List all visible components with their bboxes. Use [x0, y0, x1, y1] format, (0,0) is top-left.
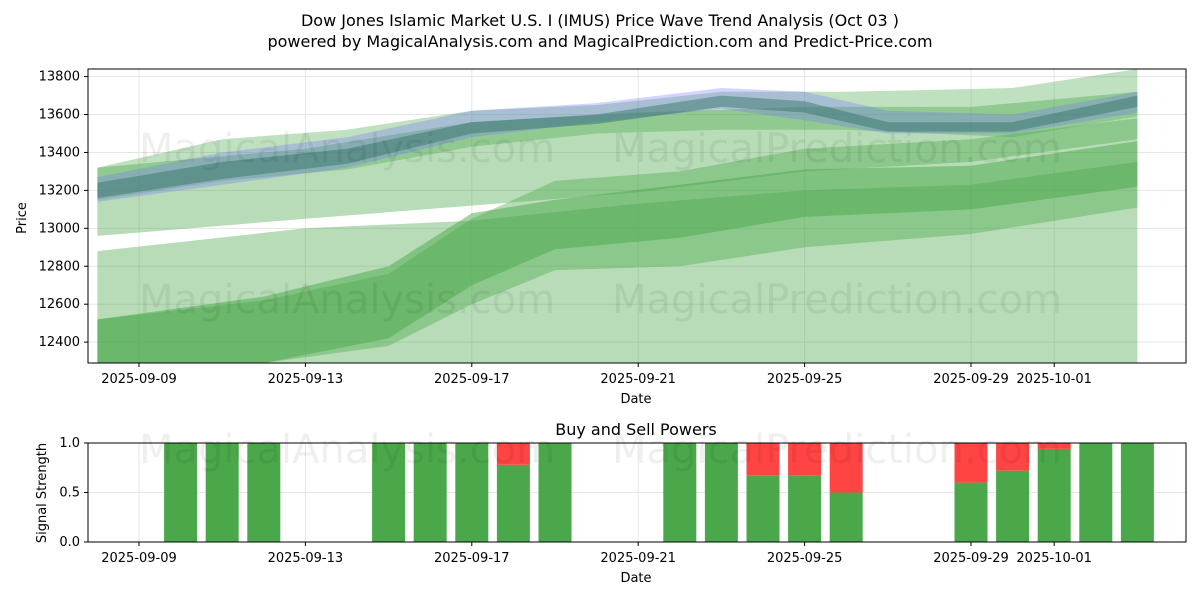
buy-bar: [164, 443, 198, 542]
sell-bar: [496, 443, 530, 465]
sell-bar: [1037, 443, 1071, 449]
price-bands: [97, 69, 1138, 363]
price-band-blue-5: [97, 88, 1138, 202]
signal-y-tick-label: 1.0: [59, 436, 80, 451]
signal-x-axis-label: Date: [620, 571, 651, 586]
price-band-green-0: [97, 91, 1138, 236]
price-band-green-3: [97, 141, 1138, 363]
signal-x-ticks: 2025-09-09 2025-09-13 2025-09-17 2025-09-21…: [101, 542, 1092, 566]
chart-title: Dow Jones Islamic Market U.S. I (IMUS) P…: [301, 11, 899, 30]
buy-bar: [413, 443, 447, 542]
sell-bar: [829, 443, 863, 493]
buy-bar: [1120, 443, 1154, 542]
sell-bar: [996, 443, 1030, 471]
sell-bar: [746, 443, 780, 476]
price-x-tick-label: 2025-09-21: [600, 372, 676, 387]
watermark-analysis-top: MagicalAnalysis.com: [139, 126, 555, 172]
watermark-prediction-mid: MagicalPrediction.com: [612, 277, 1062, 323]
price-x-tick-label: 2025-10-01: [1016, 372, 1092, 387]
buy-bar: [996, 470, 1030, 542]
buy-bar: [1037, 448, 1071, 542]
buy-bar: [538, 443, 572, 542]
price-x-axis-label: Date: [620, 392, 651, 407]
price-x-ticks: 2025-09-09 2025-09-13 2025-09-17 2025-09-21…: [101, 363, 1092, 387]
price-y-tick-label: 13200: [39, 183, 80, 198]
price-y-tick-label: 13800: [39, 70, 80, 85]
price-y-tick-label: 13400: [39, 145, 80, 160]
buy-bar: [205, 443, 239, 542]
buy-bar: [704, 443, 738, 542]
buy-bar: [496, 464, 530, 542]
chart-subtitle: powered by MagicalAnalysis.com and Magic…: [267, 32, 932, 51]
signal-y-tick-label: 0.0: [59, 535, 80, 550]
price-y-tick-label: 12600: [39, 297, 80, 312]
price-y-tick-label: 13600: [39, 108, 80, 123]
price-x-tick-label: 2025-09-09: [101, 372, 177, 387]
buy-bar: [788, 475, 822, 542]
buy-bar: [247, 443, 281, 542]
price-x-tick-label: 2025-09-17: [434, 372, 510, 387]
signal-x-tick-label: 2025-09-25: [767, 551, 843, 566]
signal-x-tick-label: 2025-09-17: [434, 551, 510, 566]
price-y-axis-label: Price: [15, 202, 30, 234]
price-x-tick-label: 2025-09-29: [933, 372, 1009, 387]
buy-bar: [746, 475, 780, 542]
signal-x-tick-label: 2025-10-01: [1016, 551, 1092, 566]
price-x-tick-label: 2025-09-25: [767, 372, 843, 387]
buy-bar: [455, 443, 489, 542]
price-y-ticks: 12400 12600 12800 13000 13200 13400 13600 13800: [39, 70, 88, 350]
buy-bar: [1079, 443, 1113, 542]
price-chart: MagicalAnalysis.com MagicalPrediction.co…: [15, 68, 1187, 407]
buy-bar: [372, 443, 406, 542]
price-band-dark-6: [97, 95, 1138, 198]
price-y-tick-label: 12800: [39, 259, 80, 274]
price-x-tick-label: 2025-09-13: [268, 372, 344, 387]
watermark-prediction-top: MagicalPrediction.com: [612, 126, 1062, 172]
price-band-green-4: [97, 69, 1138, 200]
signal-y-ticks: 0.0 0.5 1.0: [59, 436, 88, 550]
signal-watermarks: MagicalAnalysis.com MagicalPrediction.co…: [139, 427, 1062, 473]
watermark-prediction-bottom: MagicalPrediction.com: [612, 427, 1062, 473]
buy-bar: [954, 482, 988, 542]
signal-chart: Buy and Sell Powers MagicalAnalysis.com …: [35, 420, 1187, 586]
sell-bar: [788, 443, 822, 476]
price-y-tick-label: 13000: [39, 221, 80, 236]
watermark-analysis-mid: MagicalAnalysis.com: [139, 277, 555, 323]
price-watermarks: MagicalAnalysis.com MagicalPrediction.co…: [139, 126, 1062, 323]
signal-x-tick-label: 2025-09-09: [101, 551, 177, 566]
signal-y-tick-label: 0.5: [59, 486, 80, 501]
price-y-tick-label: 12400: [39, 335, 80, 350]
buy-bar: [663, 443, 697, 542]
signal-bars: [164, 443, 1154, 542]
sell-bar: [954, 443, 988, 483]
signal-x-tick-label: 2025-09-21: [600, 551, 676, 566]
buy-bar: [829, 492, 863, 542]
signal-x-tick-label: 2025-09-29: [933, 551, 1009, 566]
signal-x-tick-label: 2025-09-13: [268, 551, 344, 566]
watermark-analysis-bottom: MagicalAnalysis.com: [139, 427, 555, 473]
signal-y-axis-label: Signal Strength: [35, 443, 50, 543]
price-plot-frame: [87, 68, 1187, 364]
signal-chart-title: Buy and Sell Powers: [555, 420, 717, 439]
